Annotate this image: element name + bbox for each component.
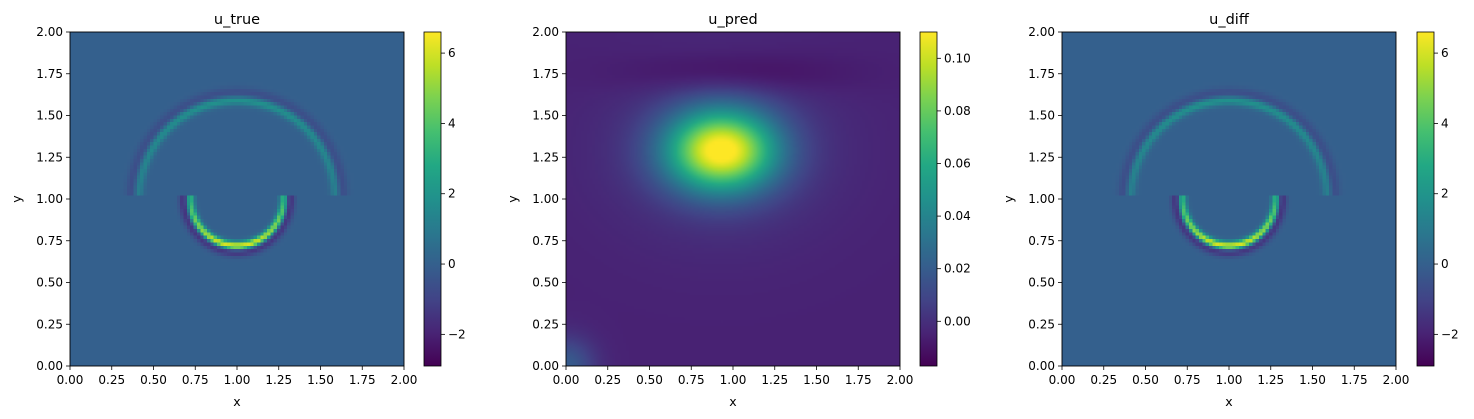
x-tick-label: 1.75 <box>845 373 872 387</box>
colorbar-tick-label: 0.02 <box>944 262 971 276</box>
y-tick-label: 1.25 <box>1028 150 1055 164</box>
colorbar: −2 0 2 4 6 <box>1416 31 1459 367</box>
y-tick-label: 1.25 <box>36 150 63 164</box>
y-tick-label: 1.75 <box>1028 67 1055 81</box>
y-tick-label: 0.50 <box>36 276 63 290</box>
colorbar-tick-label: 0.06 <box>944 156 971 170</box>
x-tick-label: 0.00 <box>553 373 580 387</box>
y-tick-label: 0.00 <box>1028 359 1055 373</box>
x-tick-label: 1.00 <box>720 373 747 387</box>
x-tick-label: 0.50 <box>636 373 663 387</box>
colorbar-tick-label: 4 <box>1441 116 1449 130</box>
y-tick-label: 0.25 <box>1028 317 1055 331</box>
colorbar-tick-label: 0.04 <box>944 209 971 223</box>
x-tick-label: 1.00 <box>224 373 251 387</box>
x-tick-label: 0.50 <box>1132 373 1159 387</box>
y-tick-label: 1.00 <box>532 192 559 206</box>
subplot-u-true: 0.00 0.25 0.50 0.75 1.00 1.25 1.50 1.75 2.00 0.00… <box>9 12 466 409</box>
x-tick-label: 1.25 <box>761 373 788 387</box>
colorbar-gradient <box>1416 31 1435 367</box>
y-tick-label: 0.50 <box>1028 276 1055 290</box>
colorbar-tick-label: 0 <box>448 257 456 271</box>
y-tick-label: 0.75 <box>532 234 559 248</box>
y-tick-label: 0.75 <box>36 234 63 248</box>
chart-title: u_true <box>214 12 260 28</box>
y-tick-label: 1.50 <box>1028 109 1055 123</box>
y-tick-label: 0.25 <box>36 317 63 331</box>
y-tick-label: 2.00 <box>36 25 63 39</box>
y-tick-label: 1.50 <box>36 109 63 123</box>
y-tick-label: 0.50 <box>532 276 559 290</box>
y-tick-label: 0.00 <box>532 359 559 373</box>
x-tick-label: 0.50 <box>140 373 167 387</box>
x-tick-label: 0.25 <box>1090 373 1117 387</box>
chart-title: u_diff <box>1209 12 1250 28</box>
colorbar: −2 0 2 4 6 <box>423 31 466 367</box>
x-tick-label: 2.00 <box>887 373 914 387</box>
x-axis-label: x <box>233 394 240 409</box>
y-tick-label: 0.00 <box>36 359 63 373</box>
colorbar-tick-label: −2 <box>448 327 466 341</box>
colorbar-tick-label: 0 <box>1441 257 1449 271</box>
colorbar-gradient <box>423 31 442 367</box>
x-axis-label: x <box>1225 394 1232 409</box>
colorbar-tick-label: 2 <box>448 187 456 201</box>
x-tick-label: 0.75 <box>182 373 209 387</box>
colorbar-tick-label: 0.00 <box>944 314 971 328</box>
x-tick-label: 1.50 <box>1299 373 1326 387</box>
y-tick-label: 2.00 <box>1028 25 1055 39</box>
y-tick-label: 1.00 <box>1028 192 1055 206</box>
y-tick-label: 1.00 <box>36 192 63 206</box>
y-tick-label: 0.25 <box>532 317 559 331</box>
colorbar-tick-label: −2 <box>1441 327 1459 341</box>
y-tick-label: 1.75 <box>532 67 559 81</box>
colorbar-tick-label: 4 <box>448 116 456 130</box>
y-axis-label: y <box>9 195 24 203</box>
x-tick-label: 1.50 <box>307 373 334 387</box>
x-tick-label: 1.25 <box>1257 373 1284 387</box>
x-tick-label: 0.75 <box>678 373 705 387</box>
x-tick-label: 0.00 <box>57 373 84 387</box>
x-tick-label: 0.25 <box>98 373 125 387</box>
chart-title: u_pred <box>708 12 757 28</box>
x-tick-label: 0.75 <box>1174 373 1201 387</box>
x-tick-label: 0.25 <box>594 373 621 387</box>
heatmap-image <box>566 32 900 366</box>
x-tick-label: 1.75 <box>349 373 376 387</box>
colorbar: 0.00 0.02 0.04 0.06 0.08 0.10 <box>919 31 971 367</box>
colorbar-tick-label: 0.08 <box>944 104 971 118</box>
y-tick-label: 2.00 <box>532 25 559 39</box>
y-tick-label: 1.75 <box>36 67 63 81</box>
x-tick-label: 0.00 <box>1049 373 1076 387</box>
heatmap-image <box>1062 32 1396 366</box>
y-tick-label: 0.75 <box>1028 234 1055 248</box>
x-tick-label: 1.25 <box>265 373 292 387</box>
subplot-u-diff: 0.00 0.25 0.50 0.75 1.00 1.25 1.50 1.75 2.00 0.00… <box>1001 12 1459 409</box>
heatmap-image <box>70 32 404 366</box>
colorbar-tick-label: 0.10 <box>944 51 971 65</box>
subplot-u-pred: 0.00 0.25 0.50 0.75 1.00 1.25 1.50 1.75 2.00 0.00… <box>505 12 971 409</box>
colorbar-tick-label: 6 <box>1441 46 1449 60</box>
y-axis-label: y <box>1001 195 1016 203</box>
y-tick-label: 1.25 <box>532 150 559 164</box>
colorbar-tick-label: 6 <box>448 46 456 60</box>
x-tick-label: 1.75 <box>1341 373 1368 387</box>
x-axis-label: x <box>729 394 736 409</box>
y-axis-label: y <box>505 195 520 203</box>
x-tick-label: 1.00 <box>1216 373 1243 387</box>
x-tick-label: 2.00 <box>391 373 418 387</box>
colorbar-gradient <box>919 31 938 367</box>
x-tick-label: 1.50 <box>803 373 830 387</box>
y-tick-label: 1.50 <box>532 109 559 123</box>
x-tick-label: 2.00 <box>1383 373 1410 387</box>
colorbar-tick-label: 2 <box>1441 187 1449 201</box>
